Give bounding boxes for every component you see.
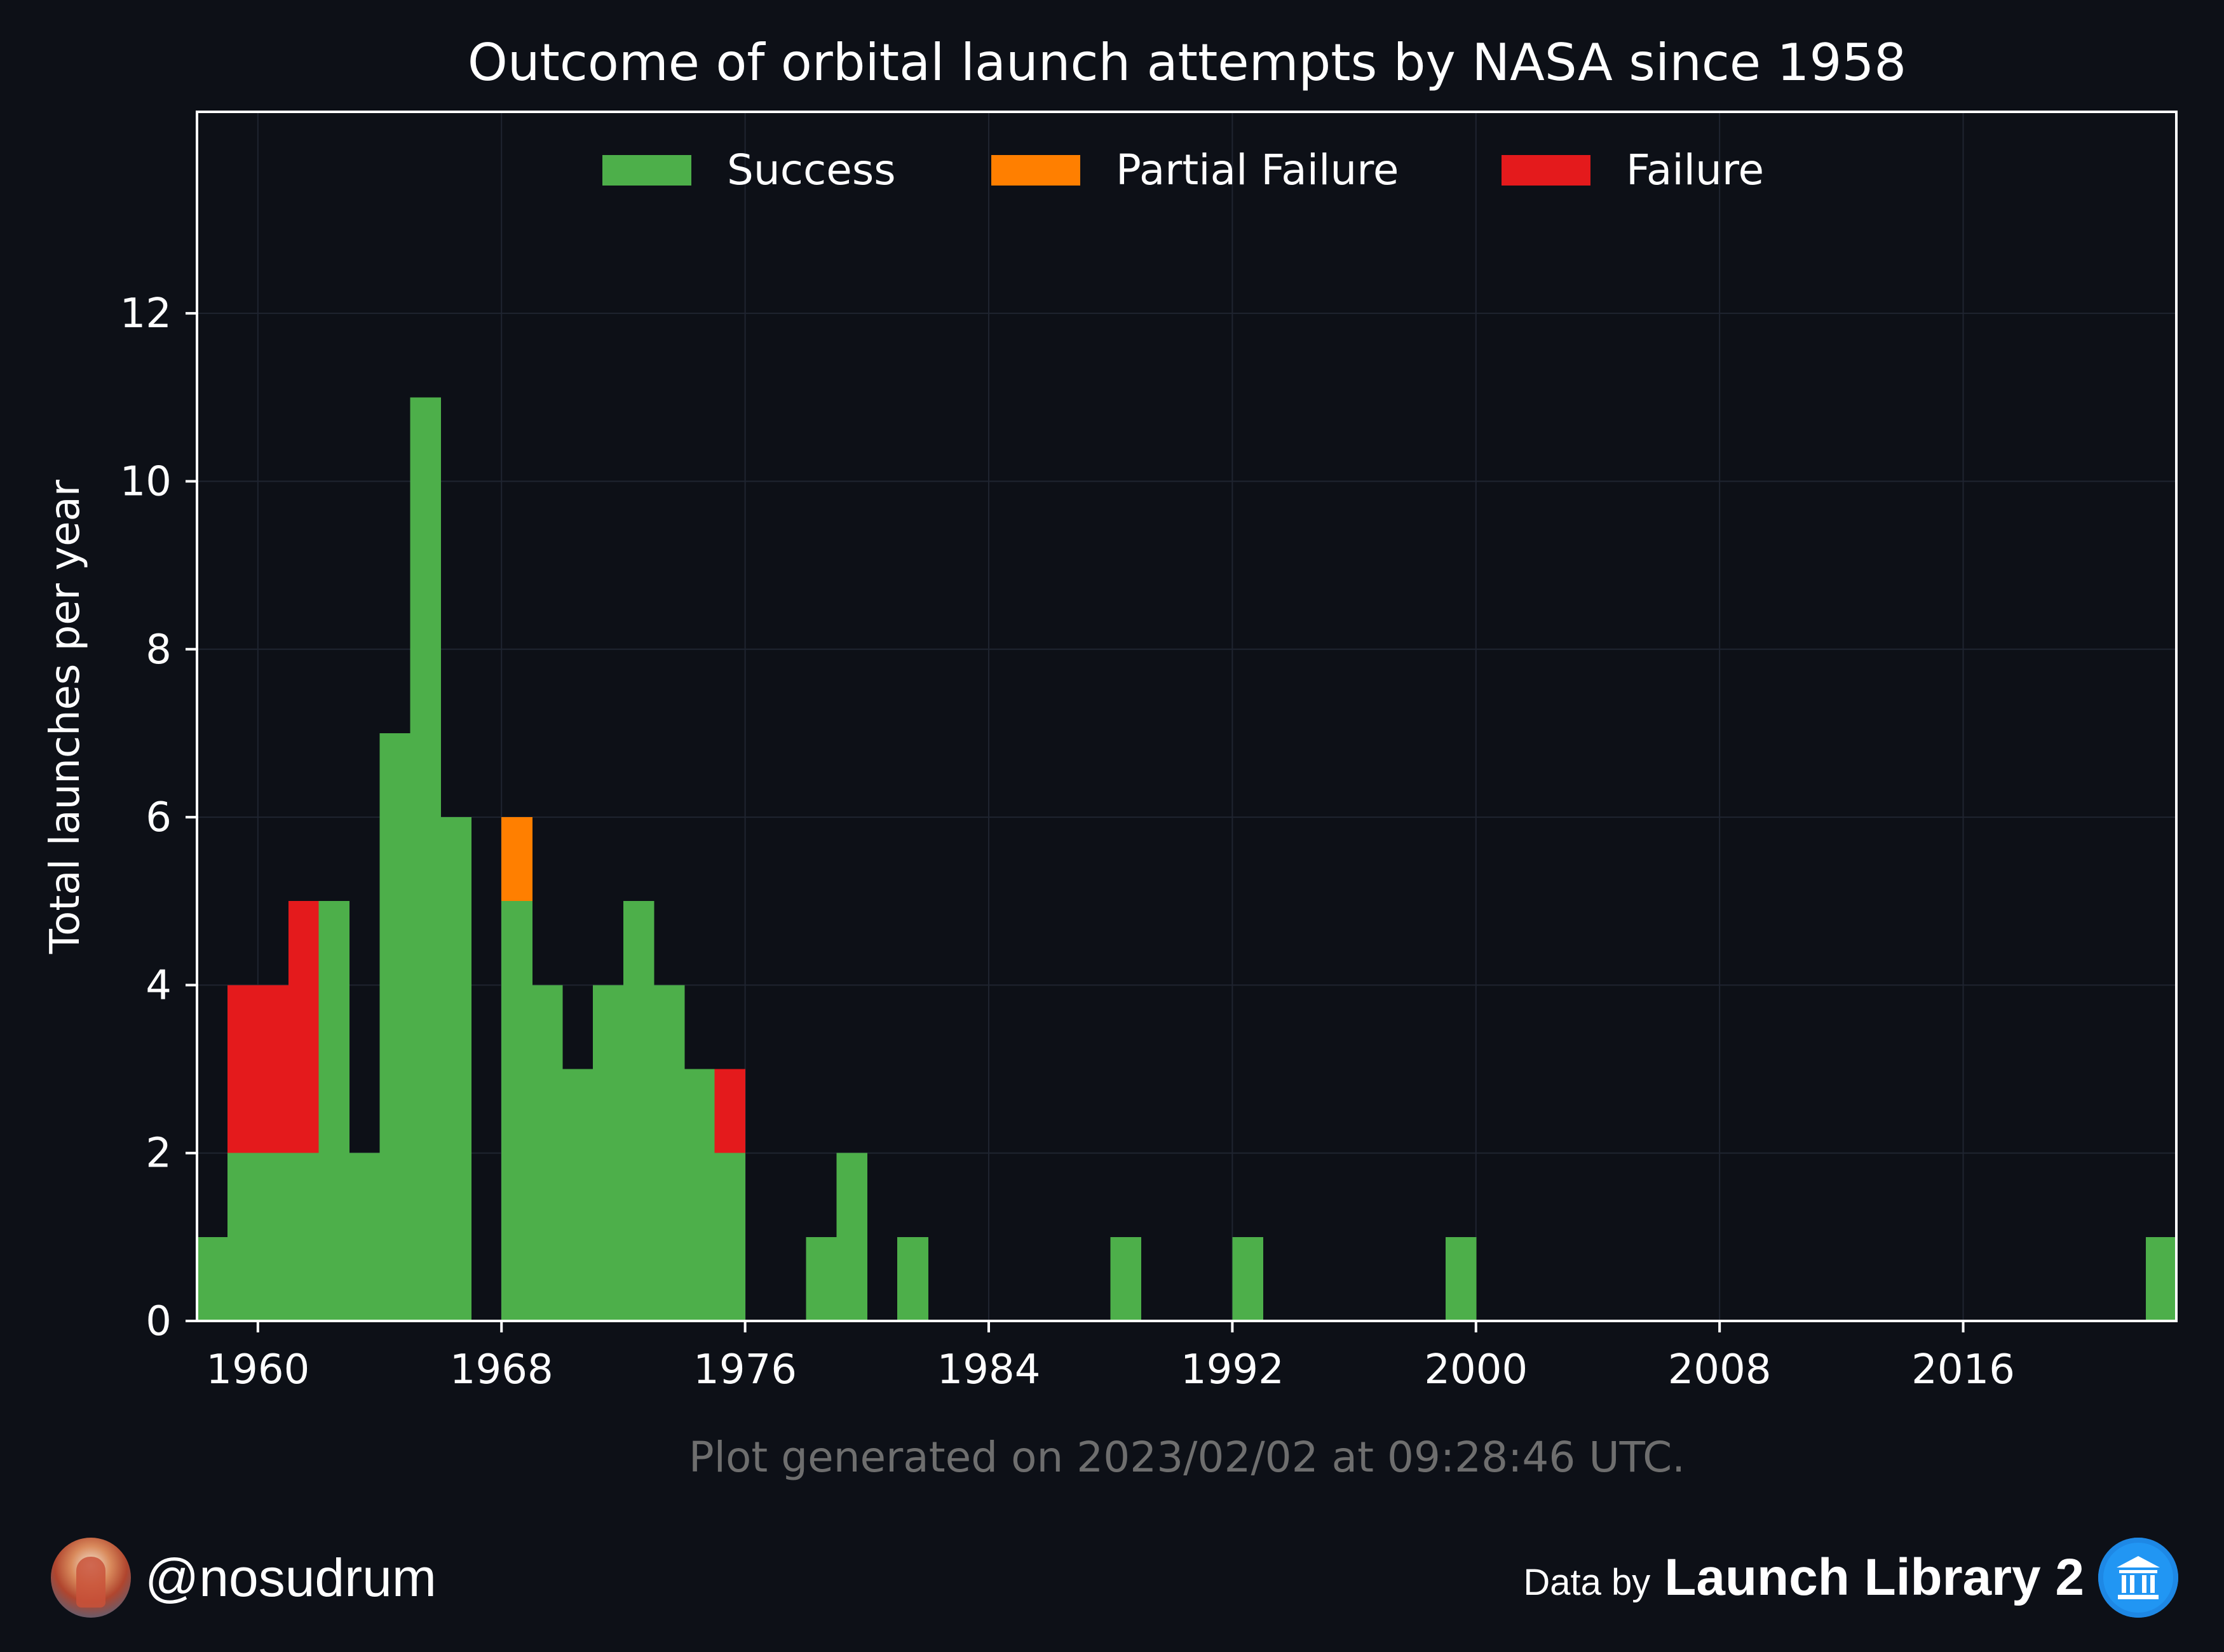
legend-swatch — [602, 155, 691, 186]
x-tick-label: 1984 — [937, 1346, 1041, 1393]
bar-success — [653, 985, 685, 1321]
bar-failure — [227, 985, 259, 1153]
avatar — [51, 1538, 131, 1618]
legend-label: Partial Failure — [1116, 146, 1399, 194]
bank-icon — [2098, 1538, 2178, 1618]
bar-success — [1445, 1236, 1477, 1321]
x-tick-label: 2008 — [1668, 1346, 1772, 1393]
bar-success — [2146, 1236, 2177, 1321]
x-tick-label: 2000 — [1424, 1346, 1528, 1393]
bar-failure — [714, 1069, 746, 1153]
legend-swatch — [1502, 155, 1590, 186]
legend-label: Failure — [1626, 146, 1764, 194]
bar-success — [1232, 1236, 1263, 1321]
y-tick-label: 4 — [146, 962, 172, 1009]
bar-failure — [288, 901, 320, 1153]
y-tick-label: 6 — [146, 794, 172, 841]
plot-frame — [196, 111, 2178, 1322]
data-by-label: Data by — [1523, 1561, 1651, 1603]
bar-success — [501, 901, 532, 1321]
axis-ticks: 1960 1968 1976 1984 1992 2000 2008 2016 0 2 4 6 8 10 1… — [120, 290, 2015, 1393]
legend: Success Partial Failure Failure — [602, 146, 1764, 194]
bar-success — [257, 1153, 289, 1321]
chart-title: Outcome of orbital launch attempts by NA… — [468, 33, 1906, 92]
legend-swatch — [991, 155, 1080, 186]
y-tick-label: 10 — [120, 458, 172, 505]
bar-success — [1110, 1236, 1142, 1321]
bar-success — [684, 1069, 715, 1321]
bar-success — [836, 1153, 867, 1321]
x-tick-label: 1960 — [206, 1346, 309, 1393]
bar-success — [197, 1236, 228, 1321]
bar-success — [288, 1153, 320, 1321]
bar-success — [623, 901, 654, 1321]
y-axis-label: Total launches per year — [42, 479, 89, 954]
bar-success — [379, 733, 411, 1321]
bar-success — [440, 817, 471, 1321]
bar-success — [806, 1236, 837, 1321]
y-tick-label: 8 — [146, 626, 172, 674]
y-tick-label: 0 — [146, 1298, 172, 1345]
grid-lines — [197, 112, 2176, 1322]
bar-success — [318, 901, 350, 1321]
source-name: Launch Library 2 — [1664, 1548, 2084, 1606]
bar-success — [227, 1153, 259, 1321]
bar-failure — [257, 985, 289, 1153]
x-tick-label: 1968 — [450, 1346, 553, 1393]
bar-success — [714, 1153, 746, 1321]
x-tick-label: 1976 — [693, 1346, 797, 1393]
legend-label: Success — [727, 146, 896, 194]
bar-success — [593, 985, 624, 1321]
author-credit: @nosudrum — [51, 1536, 437, 1619]
bar-success — [562, 1069, 593, 1321]
generated-note: Plot generated on 2023/02/02 at 09:28:46… — [689, 1433, 1685, 1482]
bar-success — [897, 1236, 928, 1321]
bar-partial-failure — [501, 817, 532, 902]
x-tick-label: 1992 — [1181, 1346, 1284, 1393]
bar-success — [349, 1153, 381, 1321]
y-tick-label: 12 — [120, 290, 172, 337]
bars — [197, 397, 2177, 1321]
x-tick-label: 2016 — [1911, 1346, 2015, 1393]
bar-success — [410, 397, 441, 1321]
author-handle: @nosudrum — [145, 1547, 437, 1608]
data-source-credit: Data by Launch Library 2 — [1523, 1536, 2178, 1619]
y-tick-label: 2 — [146, 1130, 172, 1177]
bar-success — [532, 985, 563, 1321]
